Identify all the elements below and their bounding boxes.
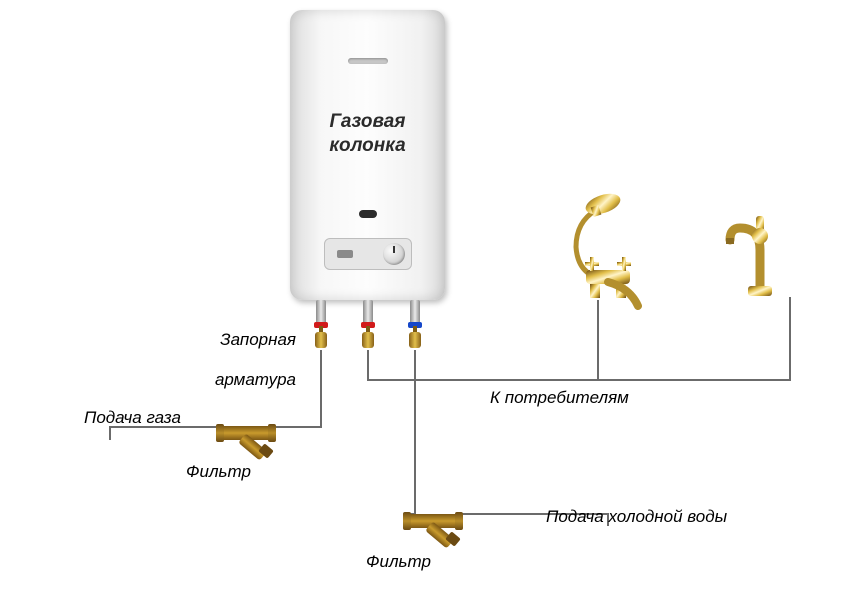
pipe xyxy=(110,427,218,440)
label-shutoff-line1: Запорная xyxy=(220,330,296,349)
heater-window xyxy=(359,210,377,218)
label-shutoff-line2: арматура xyxy=(215,370,296,389)
heater-switch xyxy=(337,250,353,258)
heater-slot xyxy=(348,58,388,64)
shutoff-valve-cold xyxy=(406,322,424,350)
cold-filter xyxy=(405,506,461,542)
heater-connector xyxy=(410,300,420,324)
label-to-consumers: К потребителям xyxy=(490,388,629,408)
heater-title-line1: Газовая xyxy=(329,111,405,132)
shutoff-valve-hot xyxy=(359,322,377,350)
label-gas-supply: Подача газа xyxy=(84,408,181,428)
heater-control-panel xyxy=(324,238,412,270)
label-shutoff-valves: Запорная арматура xyxy=(186,310,296,410)
gas-filter xyxy=(218,418,274,454)
heater-title-line2: колонка xyxy=(329,135,405,156)
label-filter-gas: Фильтр xyxy=(186,462,251,482)
shutoff-valve-gas xyxy=(312,322,330,350)
heater-connector xyxy=(363,300,373,324)
heater-knob xyxy=(383,243,405,265)
pipe xyxy=(405,350,415,514)
bath-mixer-fixture xyxy=(548,192,668,312)
heater-title: Газовая колонка xyxy=(290,110,445,158)
label-cold-supply: Подача холодной воды xyxy=(546,507,727,527)
gas-water-heater: Газовая колонка xyxy=(290,10,445,300)
heater-connector xyxy=(316,300,326,324)
label-filter-cold: Фильтр xyxy=(366,552,431,572)
sink-tap-fixture xyxy=(720,210,800,305)
